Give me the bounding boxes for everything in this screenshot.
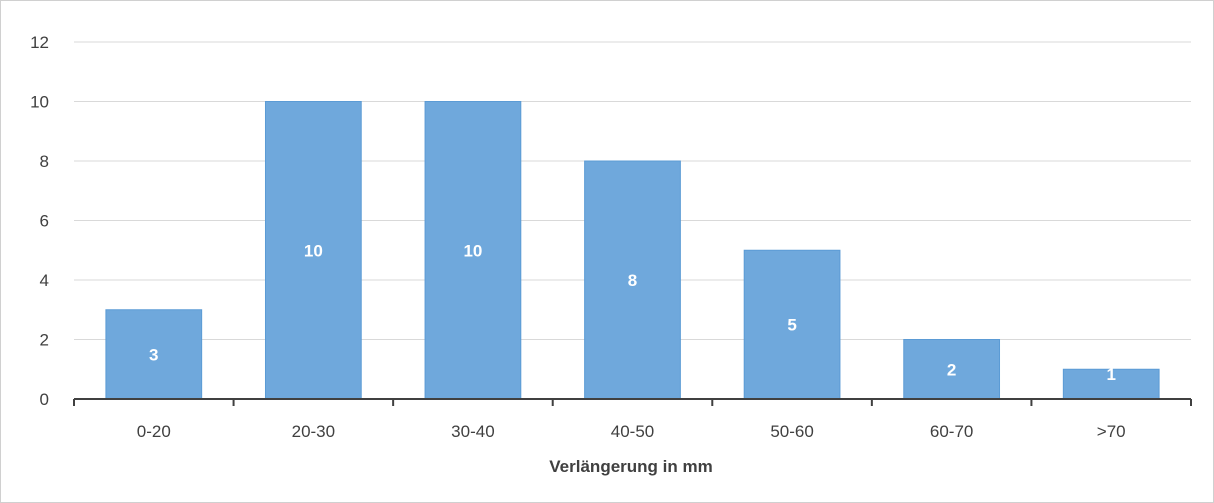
data-label: 10 xyxy=(463,241,482,260)
data-label: 2 xyxy=(947,360,956,379)
y-tick-label: 8 xyxy=(40,152,49,171)
x-axis xyxy=(73,398,1192,406)
bars xyxy=(105,101,1160,400)
x-tick-label: 60-70 xyxy=(930,422,973,441)
bar-30-40 xyxy=(424,101,522,400)
data-label: 3 xyxy=(149,345,158,364)
y-tick-label: 12 xyxy=(30,33,49,52)
y-axis-tick-labels: 0 2 4 6 8 10 12 xyxy=(30,33,49,409)
x-tick-label: 50-60 xyxy=(770,422,813,441)
x-axis-title: Verlängerung in mm xyxy=(549,457,712,476)
bar->70 xyxy=(1062,368,1160,400)
bar-60-70 xyxy=(903,339,1001,400)
y-tick-label: 10 xyxy=(30,93,49,112)
x-tick-label: 30-40 xyxy=(451,422,494,441)
bar-50-60 xyxy=(743,249,841,400)
bar-40-50 xyxy=(584,160,681,400)
x-tick-label: 40-50 xyxy=(611,422,654,441)
data-label: 5 xyxy=(787,316,796,335)
y-tick-label: 0 xyxy=(40,390,49,409)
x-axis-tick-labels: 0-20 20-30 30-40 40-50 50-60 60-70 >70 xyxy=(137,422,1126,441)
x-tick-label: 0-20 xyxy=(137,422,171,441)
data-label: 1 xyxy=(1106,365,1115,384)
x-tick-label: 20-30 xyxy=(292,422,335,441)
data-labels: 3 10 10 8 5 2 1 xyxy=(149,241,1116,384)
y-tick-label: 4 xyxy=(40,271,49,290)
x-tick-label: >70 xyxy=(1097,422,1126,441)
data-label: 8 xyxy=(628,271,637,290)
y-tick-label: 6 xyxy=(40,212,49,231)
y-tick-label: 2 xyxy=(40,331,49,350)
data-label: 10 xyxy=(304,241,323,260)
bar-20-30 xyxy=(264,101,362,400)
